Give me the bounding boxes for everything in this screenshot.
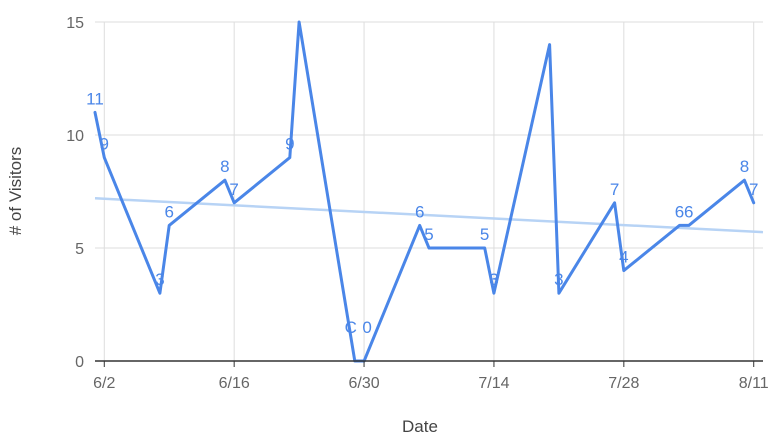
x-tick-label: 7/28 bbox=[608, 375, 639, 392]
data-label: 3 bbox=[554, 270, 563, 289]
x-tick-label: 6/16 bbox=[219, 375, 250, 392]
y-tick-label: 10 bbox=[66, 128, 84, 145]
data-label: 7 bbox=[610, 180, 619, 199]
x-tick-label: 7/14 bbox=[478, 375, 509, 392]
data-label: 0 bbox=[362, 318, 371, 337]
y-tick-label: 5 bbox=[75, 241, 84, 258]
y-axis-title: # of Visitors bbox=[6, 147, 25, 236]
series-group bbox=[93, 20, 756, 363]
y-tick-label: 0 bbox=[75, 354, 84, 371]
data-label: 3 bbox=[155, 270, 164, 289]
data-label: 3 bbox=[489, 270, 498, 289]
x-tick-label: 8/11 bbox=[739, 375, 769, 392]
data-label: 5 bbox=[480, 225, 489, 244]
data-label: 11 bbox=[86, 89, 104, 108]
x-axis: 6/2 6/16 6/30 7/14 7/28 8/11 bbox=[93, 360, 769, 392]
grid-lines bbox=[95, 21, 763, 361]
data-label: C bbox=[345, 318, 357, 337]
data-label: 9 bbox=[285, 135, 294, 154]
data-label: 6 bbox=[684, 202, 693, 221]
data-label: 8 bbox=[740, 157, 749, 176]
data-label: 6 bbox=[675, 202, 684, 221]
trendline bbox=[94, 197, 764, 234]
x-axis-title: Date bbox=[402, 417, 438, 436]
data-label: 4 bbox=[619, 248, 628, 267]
x-tick-label: 6/30 bbox=[348, 375, 379, 392]
y-tick-label: 15 bbox=[66, 15, 84, 32]
data-label: 8 bbox=[220, 157, 229, 176]
trendline-group bbox=[94, 197, 764, 234]
y-axis: 0 5 10 15 bbox=[66, 15, 84, 371]
data-label: 6 bbox=[164, 202, 173, 221]
data-label: 9 bbox=[100, 135, 109, 154]
x-tick-label: 6/2 bbox=[93, 375, 115, 392]
data-label: 6 bbox=[415, 202, 424, 221]
data-label: 7 bbox=[229, 180, 238, 199]
data-label: 7 bbox=[749, 180, 758, 199]
data-label: 5 bbox=[424, 225, 433, 244]
series-line bbox=[93, 20, 756, 363]
